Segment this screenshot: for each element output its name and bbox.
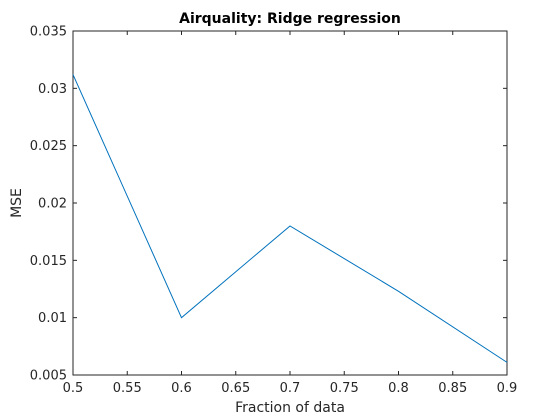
x-tick-label: 0.55 bbox=[113, 381, 142, 396]
y-tick-label: 0.02 bbox=[38, 197, 67, 212]
x-tick-label: 0.9 bbox=[497, 381, 518, 396]
x-tick-label: 0.6 bbox=[171, 381, 192, 396]
y-axis-ticks: 0.005 0.01 0.015 0.02 0.025 0.03 0.035 bbox=[30, 25, 507, 384]
x-tick-label: 0.5 bbox=[63, 381, 84, 396]
x-tick-label: 0.7 bbox=[280, 381, 301, 396]
y-tick-label: 0.005 bbox=[30, 369, 67, 384]
y-tick-label: 0.03 bbox=[38, 82, 67, 97]
y-tick-label: 0.015 bbox=[30, 254, 67, 269]
series-line bbox=[72, 74, 508, 363]
chart-title: Airquality: Ridge regression bbox=[179, 11, 401, 27]
x-tick-label: 0.75 bbox=[330, 381, 359, 396]
series-layer bbox=[72, 74, 508, 363]
axes-box bbox=[72, 30, 508, 376]
x-axis-label: Fraction of data bbox=[235, 400, 345, 416]
x-axis-ticks: 0.5 0.55 0.6 0.65 0.7 0.75 0.8 0.85 0.9 bbox=[63, 31, 518, 396]
x-tick-label: 0.8 bbox=[388, 381, 409, 396]
y-tick-label: 0.025 bbox=[30, 139, 67, 154]
axes-frame bbox=[72, 30, 508, 376]
y-tick-label: 0.035 bbox=[30, 25, 67, 40]
x-tick-label: 0.65 bbox=[221, 381, 250, 396]
y-tick-label: 0.01 bbox=[38, 311, 67, 326]
x-tick-label: 0.85 bbox=[438, 381, 467, 396]
y-axis-label: MSE bbox=[9, 188, 25, 218]
